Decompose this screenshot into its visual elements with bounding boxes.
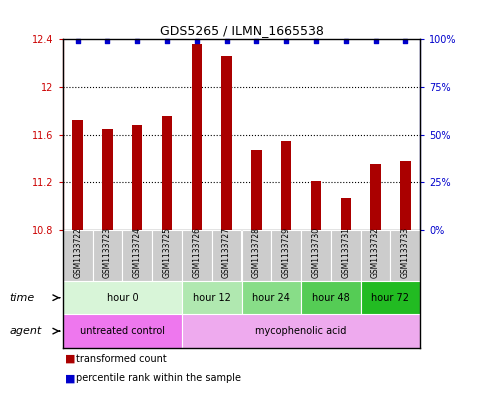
Bar xyxy=(182,314,420,348)
Text: GSM1133733: GSM1133733 xyxy=(401,227,410,279)
Point xyxy=(253,38,260,44)
Point xyxy=(401,38,409,44)
Text: GSM1133732: GSM1133732 xyxy=(371,228,380,278)
Text: GSM1133726: GSM1133726 xyxy=(192,228,201,278)
Bar xyxy=(251,150,262,230)
Point xyxy=(104,38,112,44)
Point xyxy=(223,38,230,44)
Text: GSM1133730: GSM1133730 xyxy=(312,227,320,279)
Text: time: time xyxy=(10,293,35,303)
Bar xyxy=(331,230,361,281)
Title: GDS5265 / ILMN_1665538: GDS5265 / ILMN_1665538 xyxy=(159,24,324,37)
Text: hour 12: hour 12 xyxy=(193,293,231,303)
Text: agent: agent xyxy=(10,326,42,336)
Bar xyxy=(370,164,381,230)
Bar xyxy=(242,281,301,314)
Text: ■: ■ xyxy=(65,354,76,364)
Point xyxy=(163,38,171,44)
Point xyxy=(342,38,350,44)
Bar xyxy=(93,230,122,281)
Bar xyxy=(341,198,351,230)
Bar xyxy=(122,230,152,281)
Point xyxy=(193,38,201,44)
Bar xyxy=(63,281,182,314)
Bar xyxy=(271,230,301,281)
Bar xyxy=(242,230,271,281)
Text: GSM1133725: GSM1133725 xyxy=(163,228,171,278)
Bar xyxy=(390,230,420,281)
Bar xyxy=(311,181,321,230)
Point xyxy=(282,38,290,44)
Bar xyxy=(361,281,420,314)
Bar xyxy=(72,120,83,230)
Text: hour 48: hour 48 xyxy=(312,293,350,303)
Bar xyxy=(63,314,182,348)
Bar xyxy=(182,230,212,281)
Bar xyxy=(281,141,291,230)
Text: ■: ■ xyxy=(65,373,76,383)
Text: untreated control: untreated control xyxy=(80,326,165,336)
Text: hour 72: hour 72 xyxy=(371,293,410,303)
Point xyxy=(74,38,82,44)
Text: mycophenolic acid: mycophenolic acid xyxy=(256,326,347,336)
Text: GSM1133729: GSM1133729 xyxy=(282,228,291,278)
Bar xyxy=(63,230,93,281)
Bar xyxy=(132,125,142,230)
Bar xyxy=(162,116,172,230)
Text: hour 24: hour 24 xyxy=(252,293,290,303)
Bar xyxy=(301,281,361,314)
Bar xyxy=(182,281,242,314)
Text: GSM1133723: GSM1133723 xyxy=(103,228,112,278)
Bar xyxy=(301,230,331,281)
Bar xyxy=(212,230,242,281)
Point xyxy=(312,38,320,44)
Text: GSM1133727: GSM1133727 xyxy=(222,228,231,278)
Text: transformed count: transformed count xyxy=(76,354,167,364)
Bar xyxy=(221,56,232,230)
Point xyxy=(133,38,141,44)
Text: hour 0: hour 0 xyxy=(107,293,138,303)
Text: GSM1133722: GSM1133722 xyxy=(73,228,82,278)
Text: GSM1133724: GSM1133724 xyxy=(133,228,142,278)
Bar xyxy=(192,44,202,230)
Bar xyxy=(152,230,182,281)
Text: percentile rank within the sample: percentile rank within the sample xyxy=(76,373,242,383)
Bar xyxy=(102,129,113,230)
Bar xyxy=(361,230,390,281)
Point xyxy=(372,38,380,44)
Text: GSM1133731: GSM1133731 xyxy=(341,228,350,278)
Bar xyxy=(400,161,411,230)
Text: GSM1133728: GSM1133728 xyxy=(252,228,261,278)
